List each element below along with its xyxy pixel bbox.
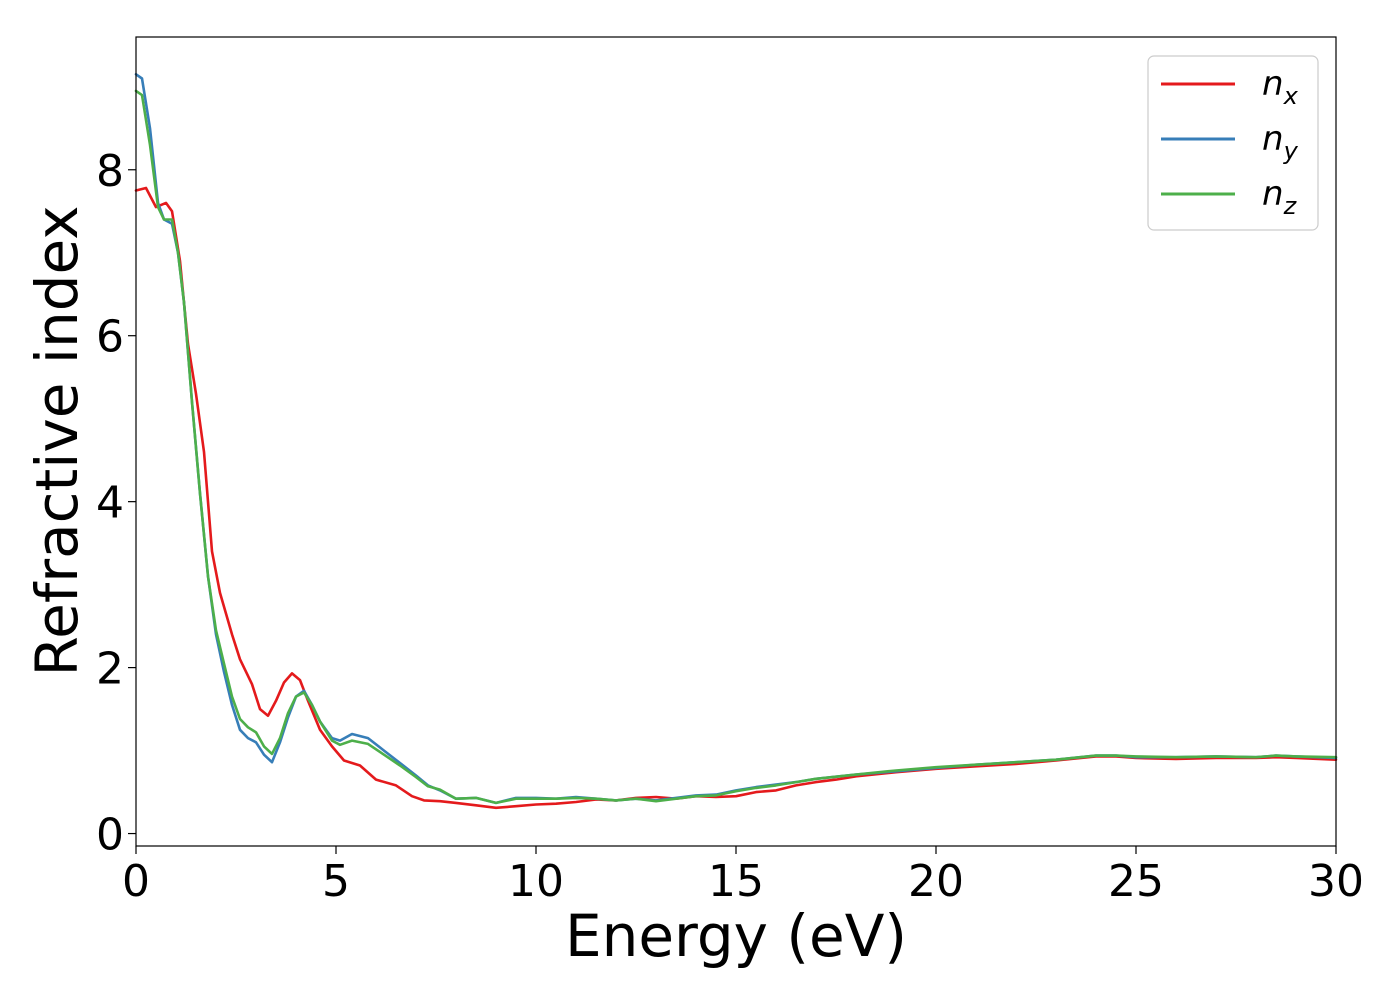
legend-label-subscript: y <box>1283 137 1299 165</box>
legend-label-ny: ny <box>1262 119 1299 165</box>
x-tick-label: 25 <box>1108 856 1164 907</box>
y-tick-label: 0 <box>96 810 124 861</box>
y-tick-label: 6 <box>96 312 124 363</box>
series-layer <box>134 73 1338 810</box>
x-tick-label: 10 <box>508 856 564 907</box>
x-tick-label: 15 <box>708 856 764 907</box>
legend-box <box>1147 55 1319 231</box>
x-axis-label: Energy (eV) <box>565 902 907 970</box>
legend-label-subscript: x <box>1283 82 1299 110</box>
x-tick-label: 30 <box>1308 856 1364 907</box>
y-axis-label: Refractive index <box>23 205 91 676</box>
legend-label-nx: nx <box>1262 64 1299 110</box>
x-tick-label: 20 <box>908 856 964 907</box>
y-tick-label: 2 <box>96 644 124 695</box>
series-line-nx <box>134 186 1338 810</box>
y-tick-label: 4 <box>96 478 124 529</box>
x-tick-label: 5 <box>322 856 350 907</box>
series-line-nz <box>134 89 1338 805</box>
legend-label-main: n <box>1262 174 1284 214</box>
x-tick-label: 0 <box>122 856 150 907</box>
x-axis-ticks: 0 5 10 15 20 25 30 <box>122 846 1364 907</box>
y-axis-ticks: 0 2 4 6 8 <box>96 146 136 861</box>
legend-label-nz: nz <box>1262 174 1298 220</box>
y-tick-label: 8 <box>96 146 124 197</box>
legend-label-subscript: z <box>1283 192 1298 220</box>
legend-label-main: n <box>1262 64 1284 104</box>
legend-label-main: n <box>1262 119 1284 159</box>
